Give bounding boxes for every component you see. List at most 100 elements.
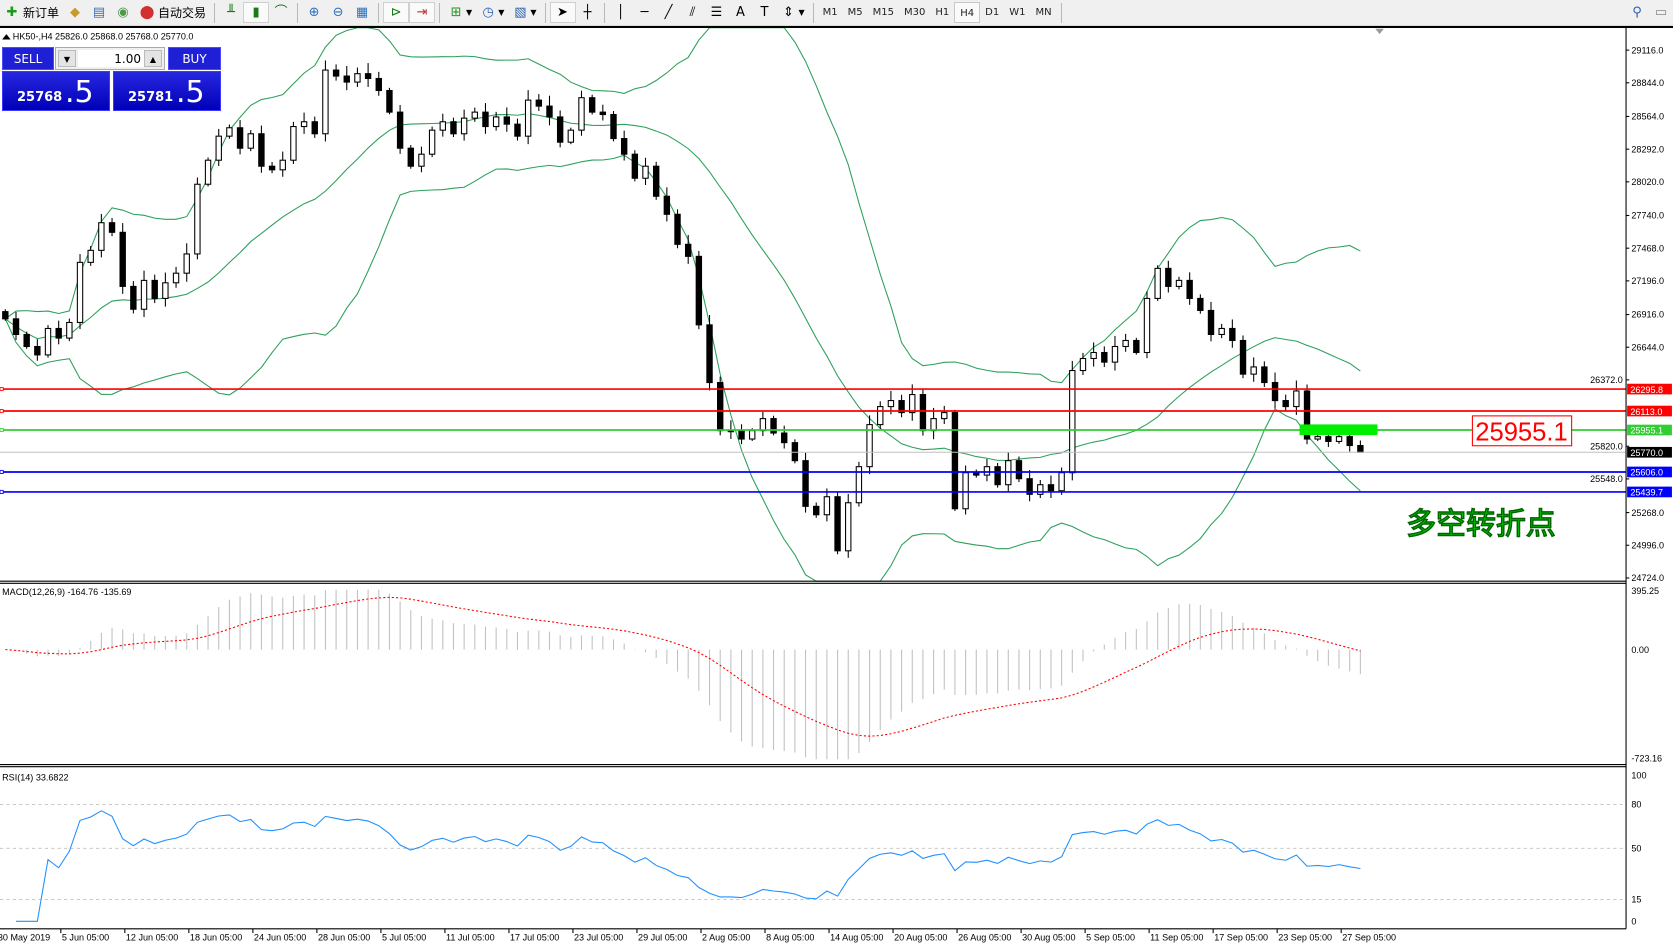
bear-candle-body — [1325, 436, 1332, 442]
bull-candle-body — [1314, 436, 1321, 440]
timeframe-d1[interactable]: D1 — [985, 7, 1000, 18]
sell-button[interactable]: SELL — [2, 47, 54, 70]
arrows-button[interactable]: ⇕ ▼ — [777, 2, 809, 23]
candle — [450, 117, 457, 138]
candle — [802, 452, 809, 513]
crosshair-button[interactable]: ┼ — [576, 2, 600, 23]
templates-button[interactable]: ▧ ▼ — [508, 2, 540, 23]
candle — [407, 145, 414, 169]
toolbar: ✚ 新订单 ◆ ▤ ◉ ⬤ 自动交易 ╨ ▮ ⌒ ⊕ ⊖ ▦ ⊳ ⇥ ⊞ ▼ ◷ ▼ ▧… — [0, 0, 1673, 26]
navigator-button[interactable]: ▤ — [87, 2, 111, 23]
candle — [226, 124, 233, 139]
candlestick-chart-button[interactable]: ▮ — [243, 2, 270, 23]
bear-candle-body — [34, 345, 41, 356]
fibonacci-button[interactable]: ⫽ — [681, 2, 705, 23]
text-label-button[interactable]: T — [753, 2, 777, 23]
timeframe-m1[interactable]: M1 — [822, 7, 838, 18]
timeframe-h1[interactable]: H1 — [935, 7, 950, 18]
toolbar-separator — [603, 2, 605, 23]
indicators-button[interactable]: ⊞ ▼ — [444, 2, 476, 23]
bull-candle-body — [98, 222, 105, 251]
bar-chart-button[interactable]: ╨ — [219, 2, 243, 23]
zoom-out-button[interactable]: ⊖ — [326, 2, 350, 23]
vertical-line-button[interactable]: │ — [609, 2, 633, 23]
buy-button[interactable]: BUY — [168, 47, 221, 70]
chart-shift-marker-icon[interactable] — [1375, 28, 1384, 35]
zoom-in-button[interactable]: ⊕ — [302, 2, 326, 23]
bear-candle-body — [396, 111, 404, 149]
candle — [877, 401, 884, 429]
tile-windows-button[interactable]: ▦ — [350, 2, 374, 23]
horizontal-line-button[interactable]: ─ — [633, 2, 657, 23]
price-line-label: 25955.1 — [1630, 426, 1663, 436]
annotation-price-box[interactable] — [1471, 415, 1573, 447]
candle — [23, 331, 30, 349]
line-chart-button[interactable]: ⌒ — [269, 2, 293, 23]
candle — [1293, 380, 1300, 415]
trendline-button[interactable]: ╱ — [657, 2, 681, 23]
timeframe-h4[interactable]: H4 — [954, 2, 981, 23]
timeframe-m30[interactable]: M30 — [904, 7, 926, 18]
macd-header: MACD(12,26,9) -164.76 -135.69 — [2, 587, 131, 597]
chat-button[interactable]: ▭ — [1649, 2, 1673, 23]
line-anchor-handle[interactable] — [0, 387, 4, 392]
candle — [642, 157, 649, 185]
zoom-out-icon: ⊖ — [332, 4, 344, 20]
bear-candle-body — [1101, 351, 1108, 363]
auto-scroll-button[interactable]: ⊳ — [383, 2, 410, 23]
line-anchor-handle[interactable] — [0, 427, 4, 433]
text-button[interactable]: A — [729, 2, 753, 23]
cursor-button[interactable]: ➤ — [549, 2, 576, 23]
candle — [1261, 361, 1268, 387]
timeframe-m5[interactable]: M5 — [847, 7, 863, 18]
line-anchor-handle[interactable] — [0, 489, 4, 494]
candle — [130, 281, 137, 314]
line-anchor-handle[interactable] — [0, 469, 4, 474]
market-watch-button[interactable]: ◆ — [63, 2, 87, 23]
timeframe-w1[interactable]: W1 — [1009, 7, 1026, 18]
bear-candle-body — [770, 418, 777, 434]
fibo-levels-button[interactable]: ☰ — [705, 2, 729, 23]
signals-button[interactable]: ◉ — [111, 2, 135, 23]
bull-candle-body — [162, 282, 169, 299]
price-axis-label: 28292.0 — [1631, 144, 1664, 154]
turning-zone-rect[interactable] — [1299, 424, 1378, 436]
candle — [1335, 433, 1343, 444]
lot-decrease-button[interactable]: ▼ — [58, 50, 76, 67]
candle — [567, 127, 575, 145]
time-axis-label: 26 Aug 05:00 — [958, 933, 1011, 943]
price-line-label: 26113.0 — [1630, 407, 1662, 417]
new-order-button[interactable]: ✚ 新订单 — [0, 2, 63, 23]
one-click-trading-panel: SELL ▼ ▲ BUY 25768 .5 25781 .5 — [2, 47, 221, 111]
periods-button[interactable]: ◷ ▼ — [476, 2, 508, 23]
candle — [194, 177, 201, 260]
toolbar-separator — [297, 2, 299, 23]
bear-candle-body — [684, 243, 692, 257]
collapse-triangle-icon[interactable] — [2, 34, 11, 40]
annotation-text[interactable]: 多空转折点 — [1406, 507, 1556, 542]
auto-trading-button[interactable]: ⬤ 自动交易 — [139, 4, 207, 21]
candle — [1143, 291, 1151, 359]
timeframe-mn[interactable]: MN — [1035, 7, 1052, 18]
sell-price-box[interactable]: 25768 .5 — [2, 71, 110, 111]
buy-price-box[interactable]: 25781 .5 — [113, 71, 221, 111]
timeframe-m15[interactable]: M15 — [872, 7, 895, 18]
buy-price-main: 25781 — [128, 90, 174, 105]
search-button[interactable]: ⚲ — [1625, 2, 1649, 23]
candle — [279, 151, 286, 177]
lot-increase-button[interactable]: ▲ — [144, 50, 162, 67]
bear-candle-body — [898, 400, 905, 414]
line-anchor-handle[interactable] — [0, 409, 4, 414]
bull-candle-body — [492, 116, 500, 128]
candle — [578, 90, 585, 136]
bear-candle-body — [130, 285, 137, 310]
candle — [364, 63, 372, 87]
candlestick-chart-icon: ▮ — [252, 4, 260, 20]
candle — [524, 90, 532, 145]
price-axis-label: 24996.0 — [1631, 540, 1664, 550]
chart-shift-button[interactable]: ⇥ — [409, 2, 436, 23]
lot-input[interactable] — [78, 50, 144, 67]
bull-candle-body — [524, 99, 532, 137]
price-axis-label: 25820.0 — [1590, 441, 1623, 451]
